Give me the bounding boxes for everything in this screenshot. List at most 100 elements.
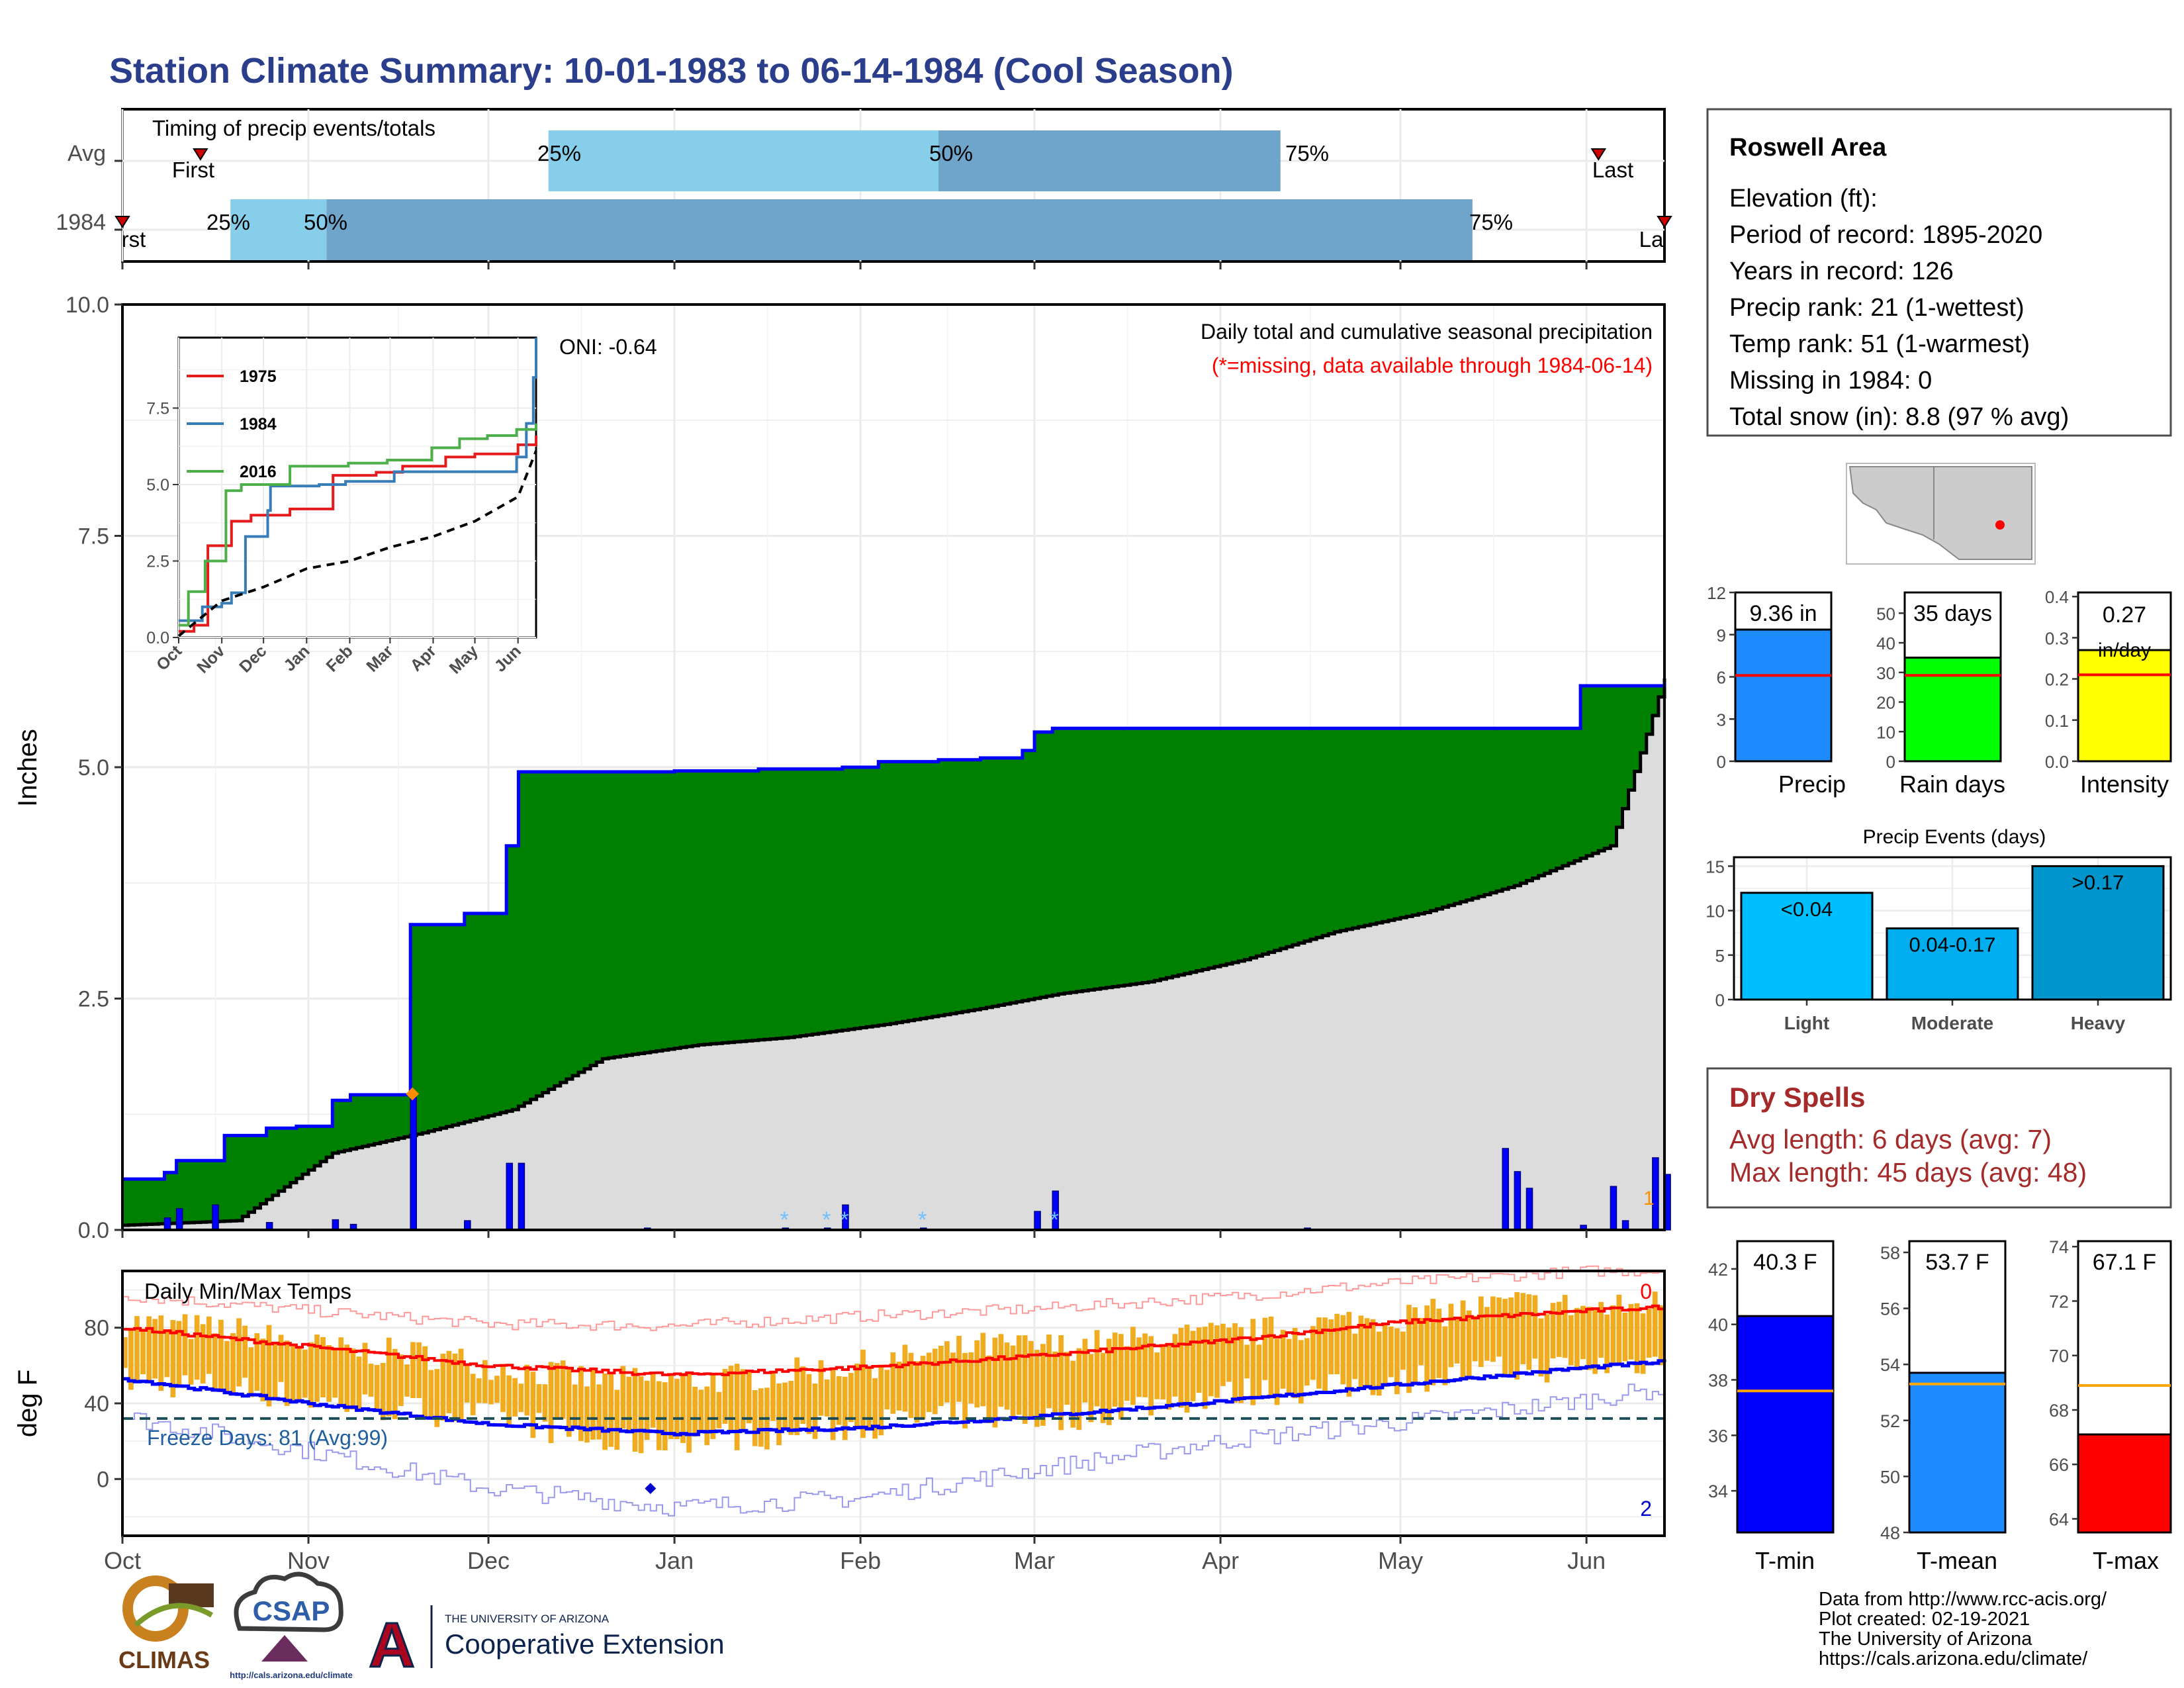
- daily-temp-bar: [1388, 1326, 1394, 1378]
- daily-temp-bar: [698, 1389, 704, 1431]
- events-y-tick-label: 10: [1706, 902, 1725, 921]
- daily-temp-bar: [932, 1348, 938, 1415]
- daily-temp-bar: [1232, 1323, 1238, 1403]
- bar-tmax-value-bar: [2077, 1433, 2172, 1534]
- daily-temp-bar: [1190, 1331, 1196, 1401]
- daily-temp-bar: [632, 1368, 638, 1452]
- daily-temp-bar: [212, 1333, 218, 1392]
- daily-temp-bar: [386, 1337, 392, 1417]
- daily-temp-bar: [230, 1333, 236, 1394]
- daily-temp-bar: [1544, 1314, 1550, 1383]
- bar-tmean-y-tick-label: 50: [1880, 1467, 1900, 1487]
- daily-temp-bar: [602, 1373, 608, 1450]
- missing-data-star: *: [918, 1207, 927, 1233]
- daily-temp-bar: [440, 1353, 446, 1421]
- daily-temp-bar: [776, 1383, 782, 1446]
- tmin-category: T-min: [1755, 1547, 1815, 1574]
- daily-temp-bar: [1286, 1338, 1292, 1396]
- bar-raindays-value-label: 35 days: [1913, 601, 1992, 626]
- average-min-line: [122, 1359, 1666, 1436]
- month-x-axis: Oct Nov Dec Jan Feb Mar Apr May Jun: [104, 1536, 1606, 1574]
- events-bar-label-light: <0.04: [1781, 898, 1833, 921]
- daily-temp-bar: [1358, 1315, 1364, 1387]
- intensity-chart: 0.0 0.1 0.2 0.3 0.4 0.27: [2045, 587, 2172, 772]
- daily-temp-bar: [560, 1360, 566, 1419]
- daily-temp-bar: [1592, 1307, 1598, 1374]
- daily-temp-bar: [860, 1349, 866, 1438]
- bar-raindays-y-tick-label: 50: [1876, 604, 1895, 624]
- daily-temp-bar: [926, 1352, 932, 1413]
- month-x-tick-label: Nov: [287, 1547, 330, 1574]
- station-precip-rank: Precip rank: 21 (1-wettest): [1729, 294, 2025, 322]
- daily-temp-bar: [950, 1352, 956, 1417]
- month-x-tick-label: Apr: [1202, 1547, 1239, 1574]
- bar-tmin-value-label: 40.3 F: [1753, 1250, 1817, 1275]
- daily-temp-bar: [512, 1378, 518, 1417]
- precip-y-tick-label: 5.0: [78, 755, 109, 780]
- timing-avg-first: First: [172, 158, 214, 182]
- csap-logo: CSAP http://cals.arizona.edu/climate: [230, 1571, 353, 1680]
- csap-logo-mountain: [261, 1635, 308, 1662]
- precip-y-label: Inches: [13, 729, 42, 807]
- record-min-line: [122, 1380, 1665, 1517]
- precip-y-tick-label: 0.0: [78, 1218, 109, 1243]
- dry-spells-max: Max length: 45 days (avg: 48): [1729, 1157, 2087, 1188]
- daily-temp-bar: [260, 1338, 266, 1401]
- daily-temp-bar: [1118, 1334, 1124, 1420]
- bar-tmean-y-tick-label: 52: [1880, 1411, 1900, 1431]
- daily-temp-bar: [1370, 1319, 1376, 1395]
- daily-temp-bar: [1382, 1322, 1388, 1387]
- daily-temp-bar: [410, 1342, 416, 1399]
- inset-frame: [177, 336, 537, 639]
- bar-precip-value-label: 9.36 in: [1749, 601, 1817, 626]
- daily-temp-bar: [158, 1315, 164, 1391]
- daily-precip-bar: [1525, 1188, 1533, 1231]
- daily-temp-bar: [692, 1386, 698, 1437]
- daily-temp-bar: [494, 1376, 500, 1403]
- temperature-bottom-note: 2: [1640, 1497, 1652, 1521]
- daily-temp-bar: [188, 1338, 194, 1385]
- daily-temp-bar: [1496, 1297, 1502, 1357]
- daily-temp-bar: [1124, 1346, 1130, 1401]
- daily-temp-bar: [518, 1383, 524, 1413]
- inset-y-tick-label: 7.5: [146, 399, 169, 418]
- bar-precip-y-tick-label: 3: [1717, 710, 1726, 729]
- precip-subtitle: (*=missing, data available through 1984-…: [1212, 353, 1653, 377]
- rain-days-chart: 0 10 20 30 40 50 35 days: [1876, 591, 2002, 772]
- daily-temp-bar: [422, 1346, 428, 1418]
- daily-temp-bar: [1340, 1315, 1346, 1385]
- daily-temp-bar: [1226, 1327, 1232, 1382]
- daily-temp-bar: [1634, 1303, 1640, 1374]
- daily-temp-bar: [1100, 1352, 1106, 1423]
- daily-temp-bar: [650, 1372, 656, 1428]
- daily-temp-bar: [620, 1366, 626, 1429]
- timing-1984-p50: 50%: [304, 210, 347, 234]
- daily-temp-bar: [1292, 1328, 1298, 1399]
- month-x-tick-label: Feb: [840, 1547, 881, 1574]
- inset-legend-label-1984: 1984: [240, 415, 277, 434]
- daily-temp-bar: [1040, 1344, 1046, 1426]
- daily-temp-bar: [1208, 1323, 1214, 1397]
- events-category-moderate: Moderate: [1911, 1013, 1993, 1033]
- daily-temp-bar: [128, 1329, 134, 1390]
- precip-y-axis: 0.0 2.5 5.0 7.5 10.0: [66, 293, 1588, 1243]
- daily-precip-bar: [212, 1204, 219, 1231]
- daily-temp-bar: [896, 1361, 902, 1411]
- precip-y-tick-label: 10.0: [66, 293, 109, 318]
- daily-temp-bar: [728, 1366, 734, 1431]
- daily-temp-bar: [1184, 1325, 1190, 1413]
- daily-temp-bar: [1214, 1325, 1220, 1398]
- t-max-chart: 64 66 68 70 72 74 67.1 F: [2049, 1237, 2172, 1534]
- daily-temp-bar: [992, 1337, 998, 1428]
- daily-temp-bar: [392, 1348, 398, 1419]
- daily-temp-bar: [938, 1345, 944, 1407]
- events-category-light: Light: [1784, 1013, 1829, 1033]
- precip-bar-category: Precip: [1778, 771, 1846, 798]
- intensity-bar-unit: in/day: [2098, 639, 2151, 661]
- daily-temp-bar: [1526, 1294, 1532, 1370]
- daily-temp-bar: [740, 1369, 746, 1433]
- daily-temp-bar: [206, 1316, 212, 1374]
- daily-temp-bar: [140, 1329, 146, 1374]
- inset-y-tick-label: 2.5: [146, 552, 169, 571]
- logos: CLIMAS CSAP http://cals.arizona.edu/clim…: [118, 1571, 725, 1682]
